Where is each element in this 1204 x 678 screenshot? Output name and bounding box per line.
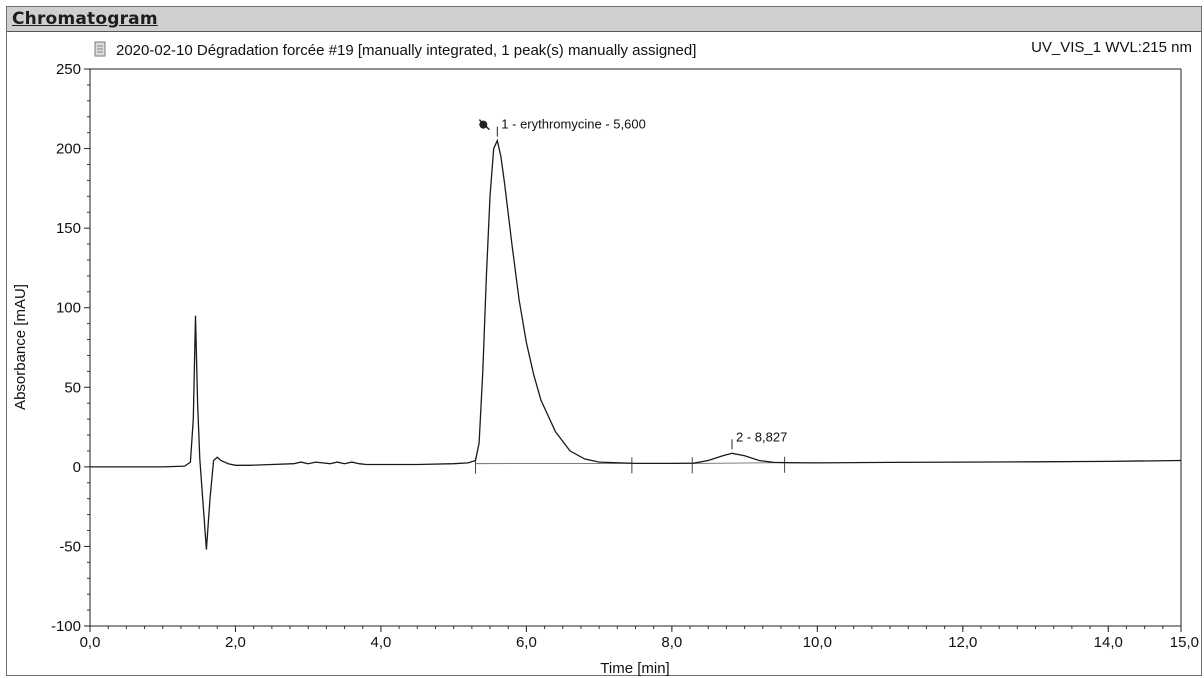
x-tick-label: 6,0 (516, 634, 537, 651)
y-axis-label: Absorbance [mAU] (12, 284, 29, 410)
y-tick-label: 100 (56, 300, 81, 317)
y-tick-label: 0 (73, 459, 81, 476)
chart-title: 2020-02-10 Dégradation forcée #19 [manua… (116, 42, 696, 59)
x-tick-label: 14,0 (1094, 634, 1123, 651)
peak-label: 2 - 8,827 (736, 429, 787, 444)
peak-marker-icon (478, 119, 490, 131)
integration-baseline (692, 462, 785, 464)
channel-label: UV_VIS_1 WVL:215 nm (1031, 39, 1192, 56)
x-tick-label: 15,0 (1170, 634, 1199, 651)
chromatogram-trace (90, 138, 1182, 550)
x-tick-label: 2,0 (225, 634, 246, 651)
x-tick-label: 0,0 (80, 634, 101, 651)
y-tick-label: -50 (59, 538, 81, 555)
peak-label: 1 - erythromycine - 5,600 (501, 117, 646, 132)
y-tick-label: -100 (51, 618, 81, 635)
y-tick-label: 200 (56, 141, 81, 158)
x-tick-label: 8,0 (661, 634, 682, 651)
y-tick-label: 250 (56, 61, 81, 78)
y-tick-label: 150 (56, 220, 81, 237)
y-tick-label: 50 (64, 379, 81, 396)
x-tick-label: 10,0 (803, 634, 832, 651)
x-tick-label: 12,0 (948, 634, 977, 651)
chromatogram-panel: Chromatogram (6, 6, 1202, 676)
panel-header: Chromatogram (7, 7, 1201, 32)
x-axis-label: Time [min] (600, 660, 669, 677)
panel-title: Chromatogram (12, 9, 158, 29)
document-icon (94, 41, 106, 57)
x-tick-label: 4,0 (371, 634, 392, 651)
